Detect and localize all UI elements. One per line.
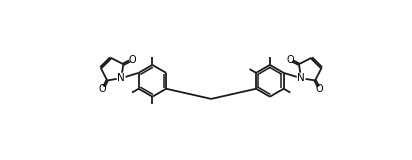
Text: N: N (297, 73, 305, 83)
Text: O: O (128, 55, 136, 65)
Text: O: O (316, 84, 323, 94)
Text: N: N (117, 73, 125, 83)
Text: O: O (286, 55, 294, 65)
Text: O: O (99, 84, 107, 94)
